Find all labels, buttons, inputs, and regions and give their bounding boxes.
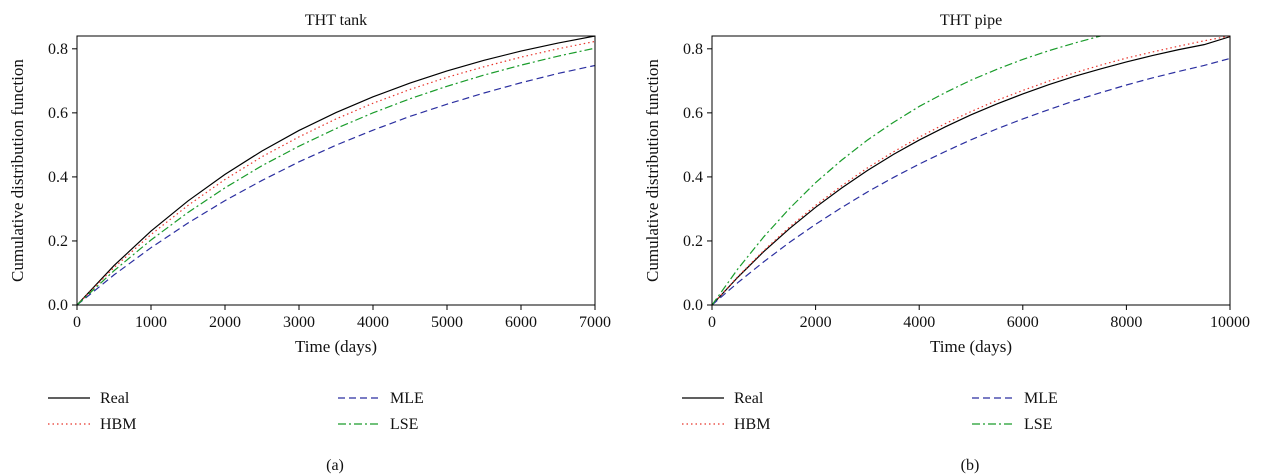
x-tick-label: 3000 — [283, 314, 315, 331]
plot-frame — [711, 35, 1231, 306]
chart-panel-a: 0 1000 2000 3000 4000 5000 6000 7000 0.0 0.2 0.4 0.… — [8, 12, 611, 474]
legend-label-lse: LSE — [390, 416, 418, 433]
chart-panel-b: 0 2000 4000 6000 8000 10000 0.0 0.2 0.4 0.6 0.8 THT… — [643, 12, 1250, 474]
panel-label: (a) — [326, 457, 344, 474]
legend: Real MLE HBM LSE — [48, 390, 424, 433]
series-line-real — [77, 36, 595, 305]
panel-label: (b) — [961, 457, 980, 474]
series-line-hbm — [77, 40, 595, 305]
x-tick-label: 2000 — [209, 314, 241, 331]
series-line-lse — [77, 47, 595, 305]
y-tick-label: 0.0 — [48, 297, 68, 314]
legend-label-hbm: HBM — [100, 416, 136, 433]
x-axis-label: Time (days) — [295, 337, 377, 356]
x-tick-label: 0 — [73, 314, 81, 331]
series-line-mle — [712, 57, 1230, 305]
legend-label-hbm: HBM — [734, 416, 770, 433]
x-tick-label: 6000 — [505, 314, 537, 331]
y-tick-label: 0.2 — [683, 233, 703, 250]
legend-label-real: Real — [734, 390, 764, 407]
legend: Real MLE HBM LSE — [682, 390, 1058, 433]
legend-label-real: Real — [100, 390, 130, 407]
x-tick-label: 6000 — [1007, 314, 1039, 331]
x-tick-label: 2000 — [800, 314, 832, 331]
y-tick-label: 0.6 — [683, 105, 703, 122]
y-tick-label: 0.8 — [48, 41, 68, 58]
y-axis-label: Cumulative distribution function — [643, 59, 662, 282]
legend-label-mle: MLE — [390, 390, 424, 407]
y-tick-label: 0.0 — [683, 297, 703, 314]
legend-label-lse: LSE — [1024, 416, 1052, 433]
y-tick-label: 0.4 — [48, 169, 68, 186]
x-tick-label: 1000 — [135, 314, 167, 331]
y-tick-label: 0.2 — [48, 233, 68, 250]
y-axis-label: Cumulative distribution function — [8, 59, 27, 282]
plot-frame — [76, 35, 596, 306]
chart-title: THT tank — [305, 12, 367, 29]
x-tick-label: 5000 — [431, 314, 463, 331]
x-tick-label: 4000 — [357, 314, 389, 331]
x-axis-label: Time (days) — [930, 337, 1012, 356]
x-tick-label: 0 — [708, 314, 716, 331]
x-tick-label: 7000 — [579, 314, 611, 331]
y-tick-label: 0.4 — [683, 169, 703, 186]
x-tick-label: 10000 — [1210, 314, 1250, 331]
y-tick-label: 0.8 — [683, 41, 703, 58]
series-line-mle — [77, 64, 595, 305]
y-tick-label: 0.6 — [48, 105, 68, 122]
series-line-hbm — [712, 36, 1230, 305]
series-line-lse — [712, 36, 1101, 305]
x-tick-label: 4000 — [903, 314, 935, 331]
series-line-real — [712, 36, 1230, 305]
legend-label-mle: MLE — [1024, 390, 1058, 407]
chart-title: THT pipe — [940, 12, 1002, 29]
x-tick-label: 8000 — [1110, 314, 1142, 331]
